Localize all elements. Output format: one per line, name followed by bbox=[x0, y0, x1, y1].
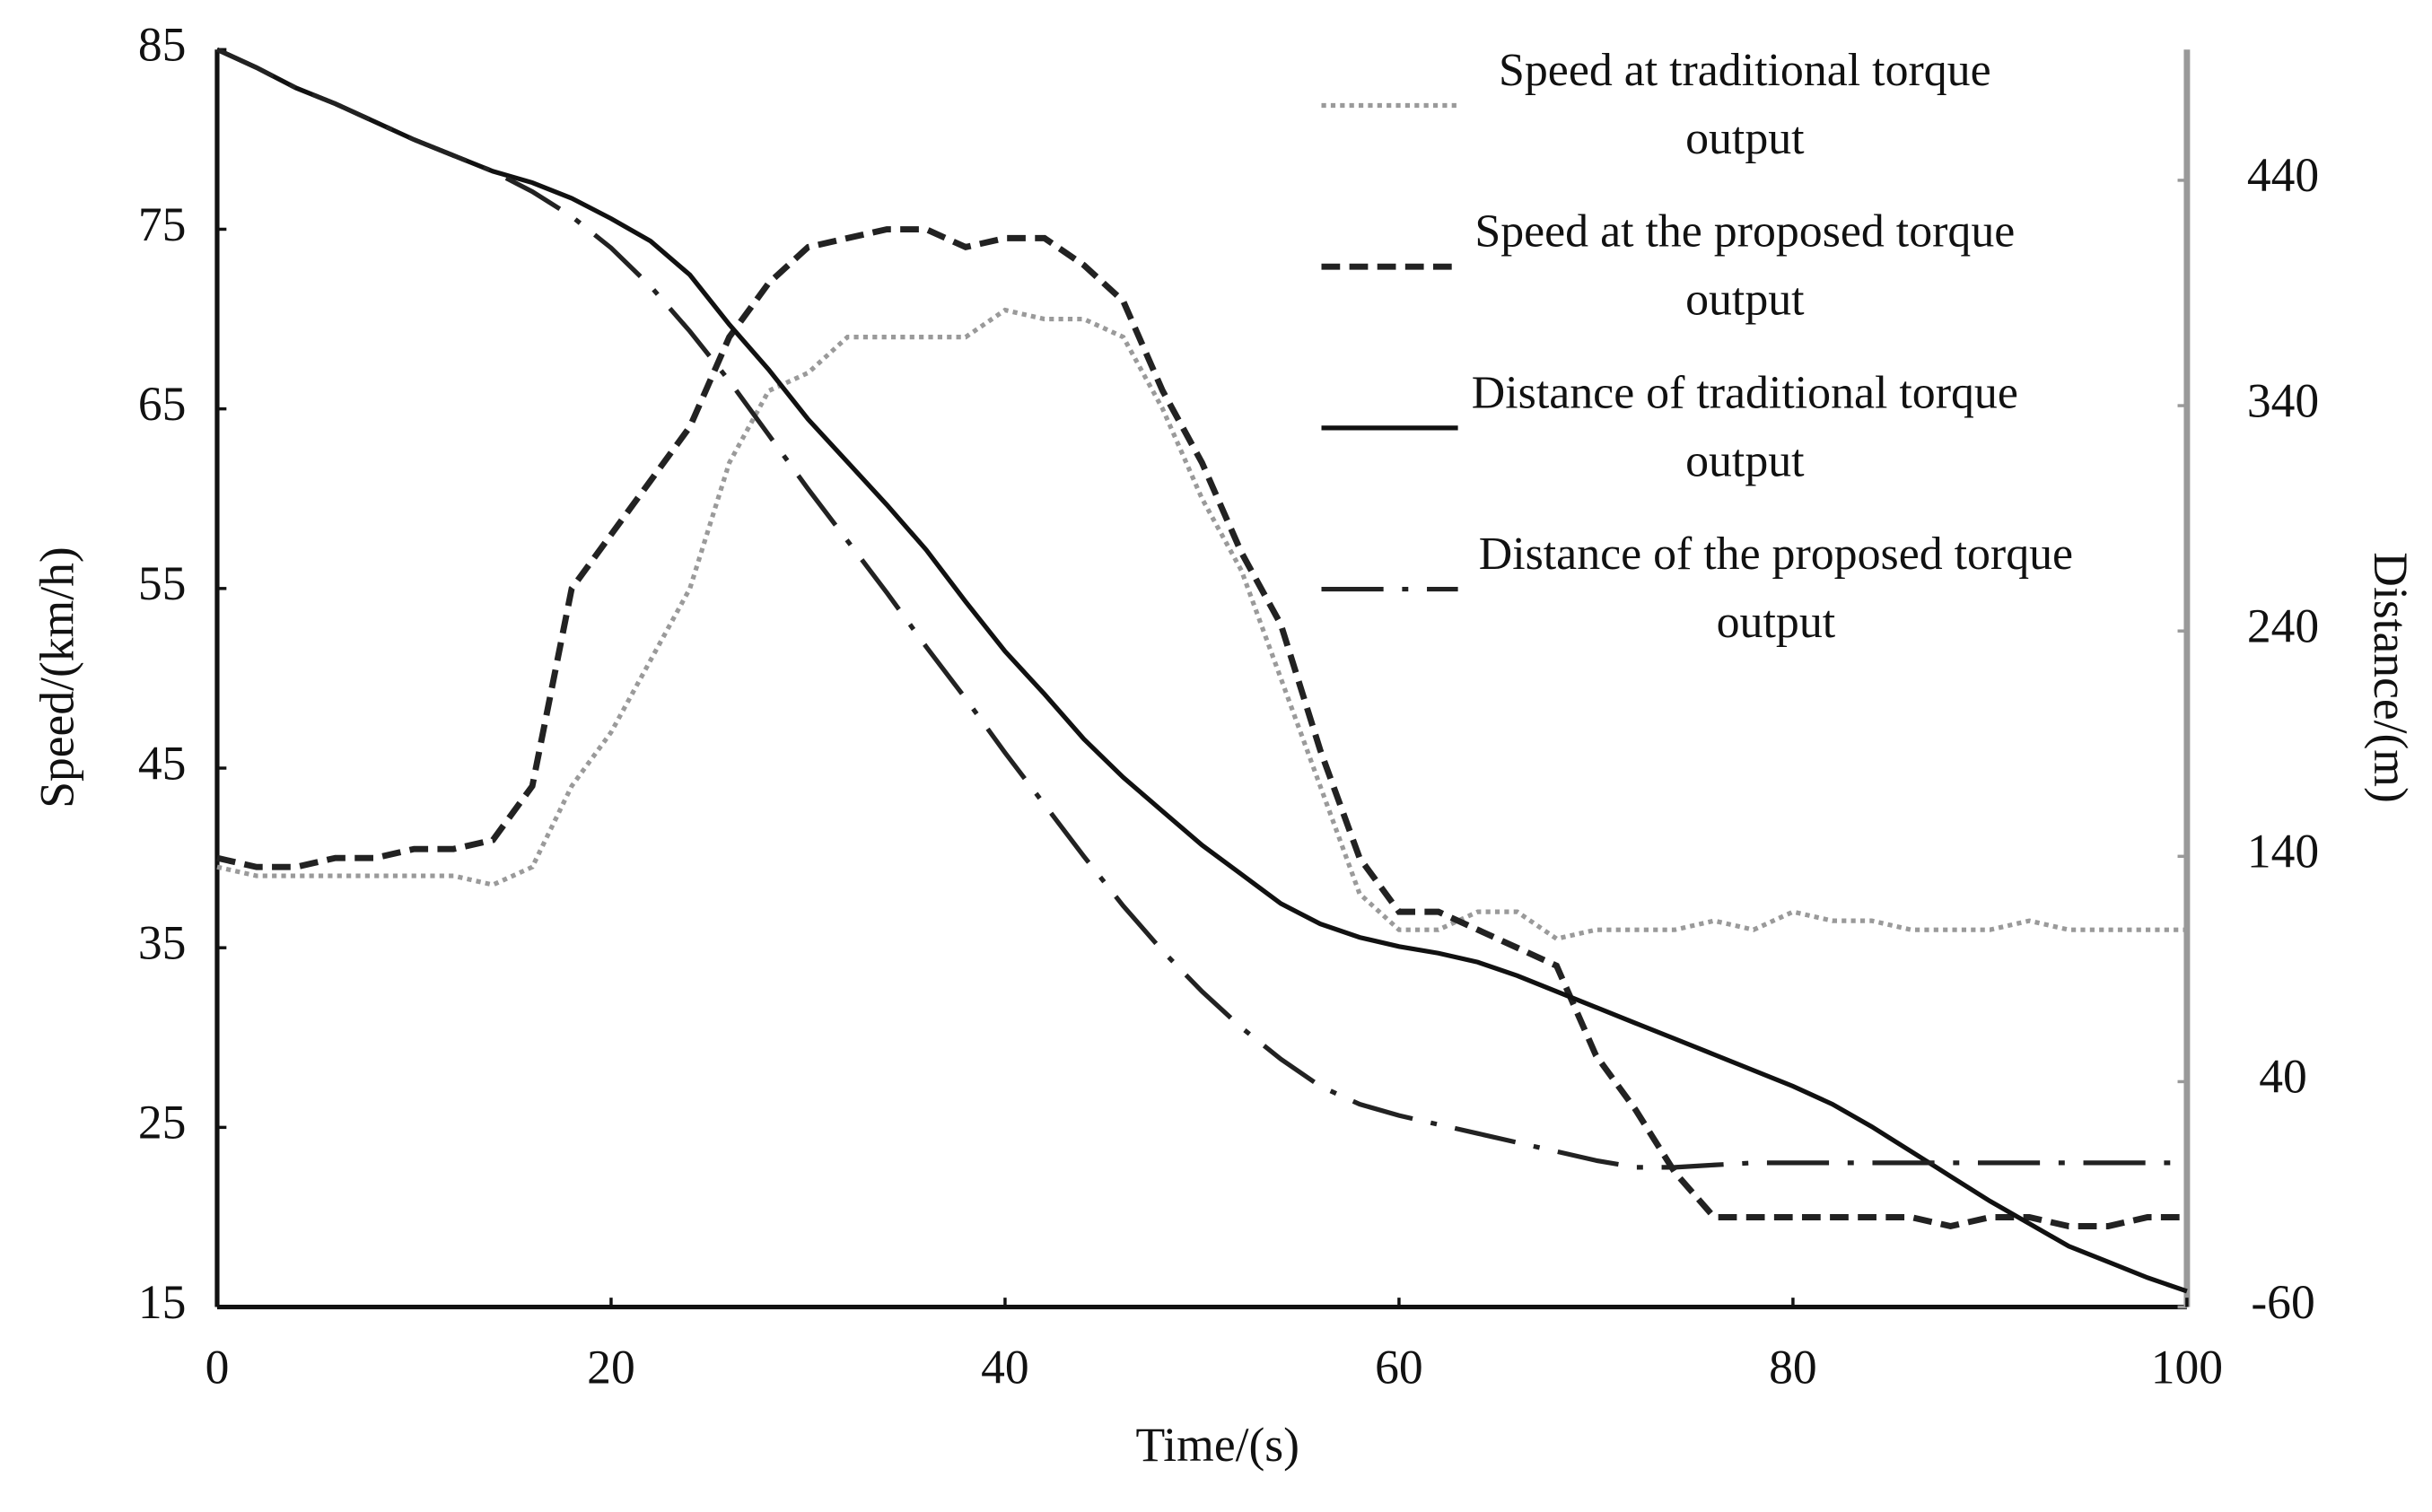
legend-label: Speed at traditional torque output bbox=[1499, 45, 1991, 165]
legend-label: Speed at the proposed torque output bbox=[1474, 205, 2016, 326]
y-tick-label: 55 bbox=[138, 556, 187, 610]
y2-tick-label: 240 bbox=[2247, 599, 2319, 652]
y2-axis-label: Distance/(m) bbox=[2364, 552, 2418, 802]
x-tick-label: 80 bbox=[1769, 1340, 1817, 1394]
y2-tick-label: 40 bbox=[2259, 1050, 2307, 1104]
y-tick-label: 85 bbox=[138, 18, 187, 72]
y2-tick-label: 440 bbox=[2247, 148, 2319, 202]
y2-tick-label: 140 bbox=[2247, 825, 2319, 878]
y-tick-label: 35 bbox=[138, 915, 187, 969]
series-line bbox=[215, 47, 2188, 1294]
y-axis-label: Speed/(km/h) bbox=[30, 546, 83, 808]
series-line bbox=[216, 226, 2187, 1230]
x-tick-label: 100 bbox=[2151, 1340, 2223, 1394]
x-tick-label: 20 bbox=[587, 1340, 635, 1394]
y2-tick-label: 340 bbox=[2247, 373, 2319, 427]
y-tick-label: 25 bbox=[138, 1096, 187, 1149]
legend-label: Distance of the proposed torque output bbox=[1478, 529, 2074, 649]
y-tick-label: 75 bbox=[138, 197, 187, 251]
y2-tick-label: -60 bbox=[2251, 1275, 2314, 1329]
y-tick-label: 65 bbox=[138, 377, 187, 431]
legend-label: Distance of traditional torque output bbox=[1471, 367, 2018, 487]
y-tick-label: 15 bbox=[138, 1275, 187, 1329]
series-line bbox=[215, 47, 2187, 1170]
x-tick-label: 60 bbox=[1375, 1340, 1423, 1394]
y-tick-label: 45 bbox=[138, 736, 187, 790]
x-axis-label: Time/(s) bbox=[1135, 1418, 1299, 1472]
x-tick-label: 40 bbox=[981, 1340, 1029, 1394]
x-tick-label: 0 bbox=[206, 1340, 230, 1394]
